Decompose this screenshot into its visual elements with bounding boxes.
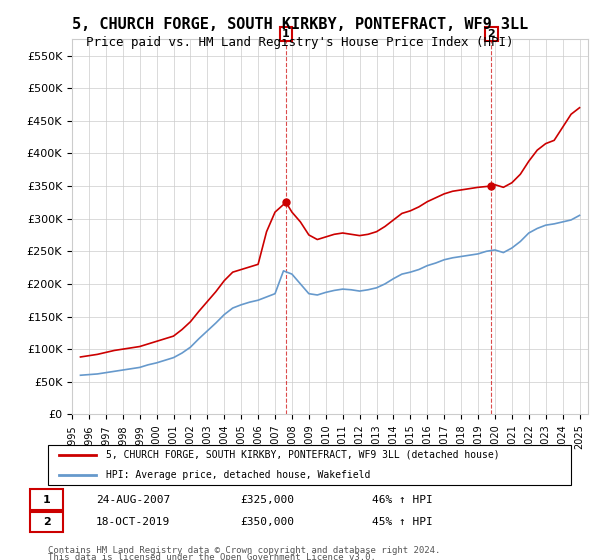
- FancyBboxPatch shape: [30, 512, 63, 532]
- FancyBboxPatch shape: [30, 489, 63, 510]
- Text: 1: 1: [282, 29, 290, 39]
- Text: 2: 2: [43, 517, 50, 527]
- Text: Contains HM Land Registry data © Crown copyright and database right 2024.: Contains HM Land Registry data © Crown c…: [48, 547, 440, 556]
- Text: 45% ↑ HPI: 45% ↑ HPI: [372, 517, 433, 527]
- Text: £325,000: £325,000: [240, 494, 294, 505]
- Text: Price paid vs. HM Land Registry's House Price Index (HPI): Price paid vs. HM Land Registry's House …: [86, 36, 514, 49]
- Text: 1: 1: [43, 494, 50, 505]
- Text: This data is licensed under the Open Government Licence v3.0.: This data is licensed under the Open Gov…: [48, 553, 376, 560]
- Text: 5, CHURCH FORGE, SOUTH KIRKBY, PONTEFRACT, WF9 3LL: 5, CHURCH FORGE, SOUTH KIRKBY, PONTEFRAC…: [72, 17, 528, 32]
- Text: 2: 2: [488, 29, 496, 39]
- Text: 46% ↑ HPI: 46% ↑ HPI: [372, 494, 433, 505]
- Text: HPI: Average price, detached house, Wakefield: HPI: Average price, detached house, Wake…: [106, 470, 370, 480]
- Text: £350,000: £350,000: [240, 517, 294, 527]
- Text: 24-AUG-2007: 24-AUG-2007: [96, 494, 170, 505]
- Text: 18-OCT-2019: 18-OCT-2019: [96, 517, 170, 527]
- Text: 5, CHURCH FORGE, SOUTH KIRKBY, PONTEFRACT, WF9 3LL (detached house): 5, CHURCH FORGE, SOUTH KIRKBY, PONTEFRAC…: [106, 450, 500, 460]
- FancyBboxPatch shape: [48, 445, 571, 485]
